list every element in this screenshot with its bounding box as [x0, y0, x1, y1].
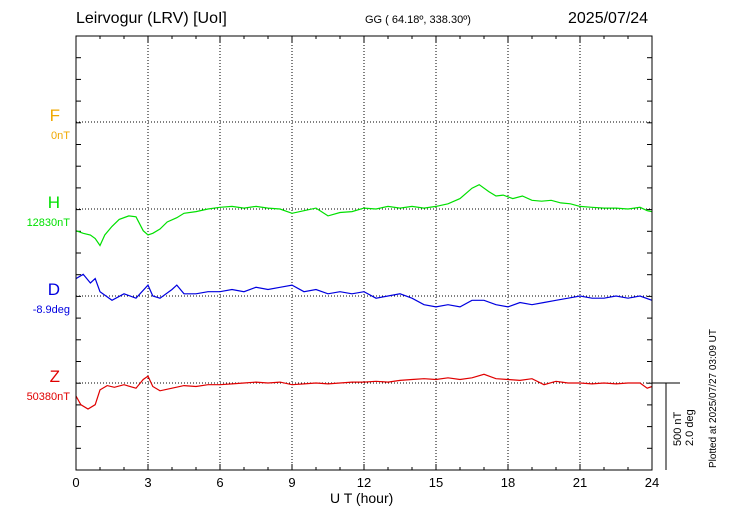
- scale-label-nt: 500 nT: [672, 411, 684, 446]
- station-title: Leirvogur (LRV) [UoI]: [76, 10, 227, 27]
- baseline-z: 50380nT: [26, 391, 70, 403]
- x-tick-label-12: 12: [357, 475, 371, 490]
- x-tick-label-18: 18: [501, 475, 515, 490]
- series-line-z: [75, 373, 653, 410]
- x-tick-label-6: 6: [216, 475, 223, 490]
- series-line-d: [75, 273, 653, 308]
- scale-label-deg: 2.0 deg: [684, 409, 696, 446]
- component-label-z: Z: [49, 367, 60, 386]
- series-lines: [75, 184, 653, 410]
- grid: [76, 36, 652, 470]
- date-label: 2025/07/24: [568, 10, 649, 27]
- component-label-d: D: [47, 280, 60, 299]
- plot-frame: [75, 35, 653, 471]
- x-tick-labels: 0 3 6 9 12 15 18 21 24: [72, 475, 659, 490]
- x-axis-label: U T (hour): [330, 490, 394, 506]
- component-label-h: H: [47, 193, 60, 212]
- x-tick-label-24: 24: [645, 475, 659, 490]
- baseline-d: -8.9deg: [32, 304, 70, 316]
- coordinates: GG ( 64.18º, 338.30º): [365, 14, 471, 26]
- x-tick-label-0: 0: [72, 475, 79, 490]
- x-tick-label-3: 3: [144, 475, 151, 490]
- baseline-f: 0nT: [51, 130, 70, 142]
- x-tick-label-15: 15: [429, 475, 443, 490]
- baseline-h: 12830nT: [26, 217, 70, 229]
- series-line-h: [75, 184, 653, 247]
- x-tick-label-9: 9: [288, 475, 295, 490]
- plotted-timestamp: Plotted at 2025/07/27 03:09 UT: [708, 329, 719, 468]
- x-tick-label-21: 21: [573, 475, 587, 490]
- component-label-f: F: [49, 106, 60, 125]
